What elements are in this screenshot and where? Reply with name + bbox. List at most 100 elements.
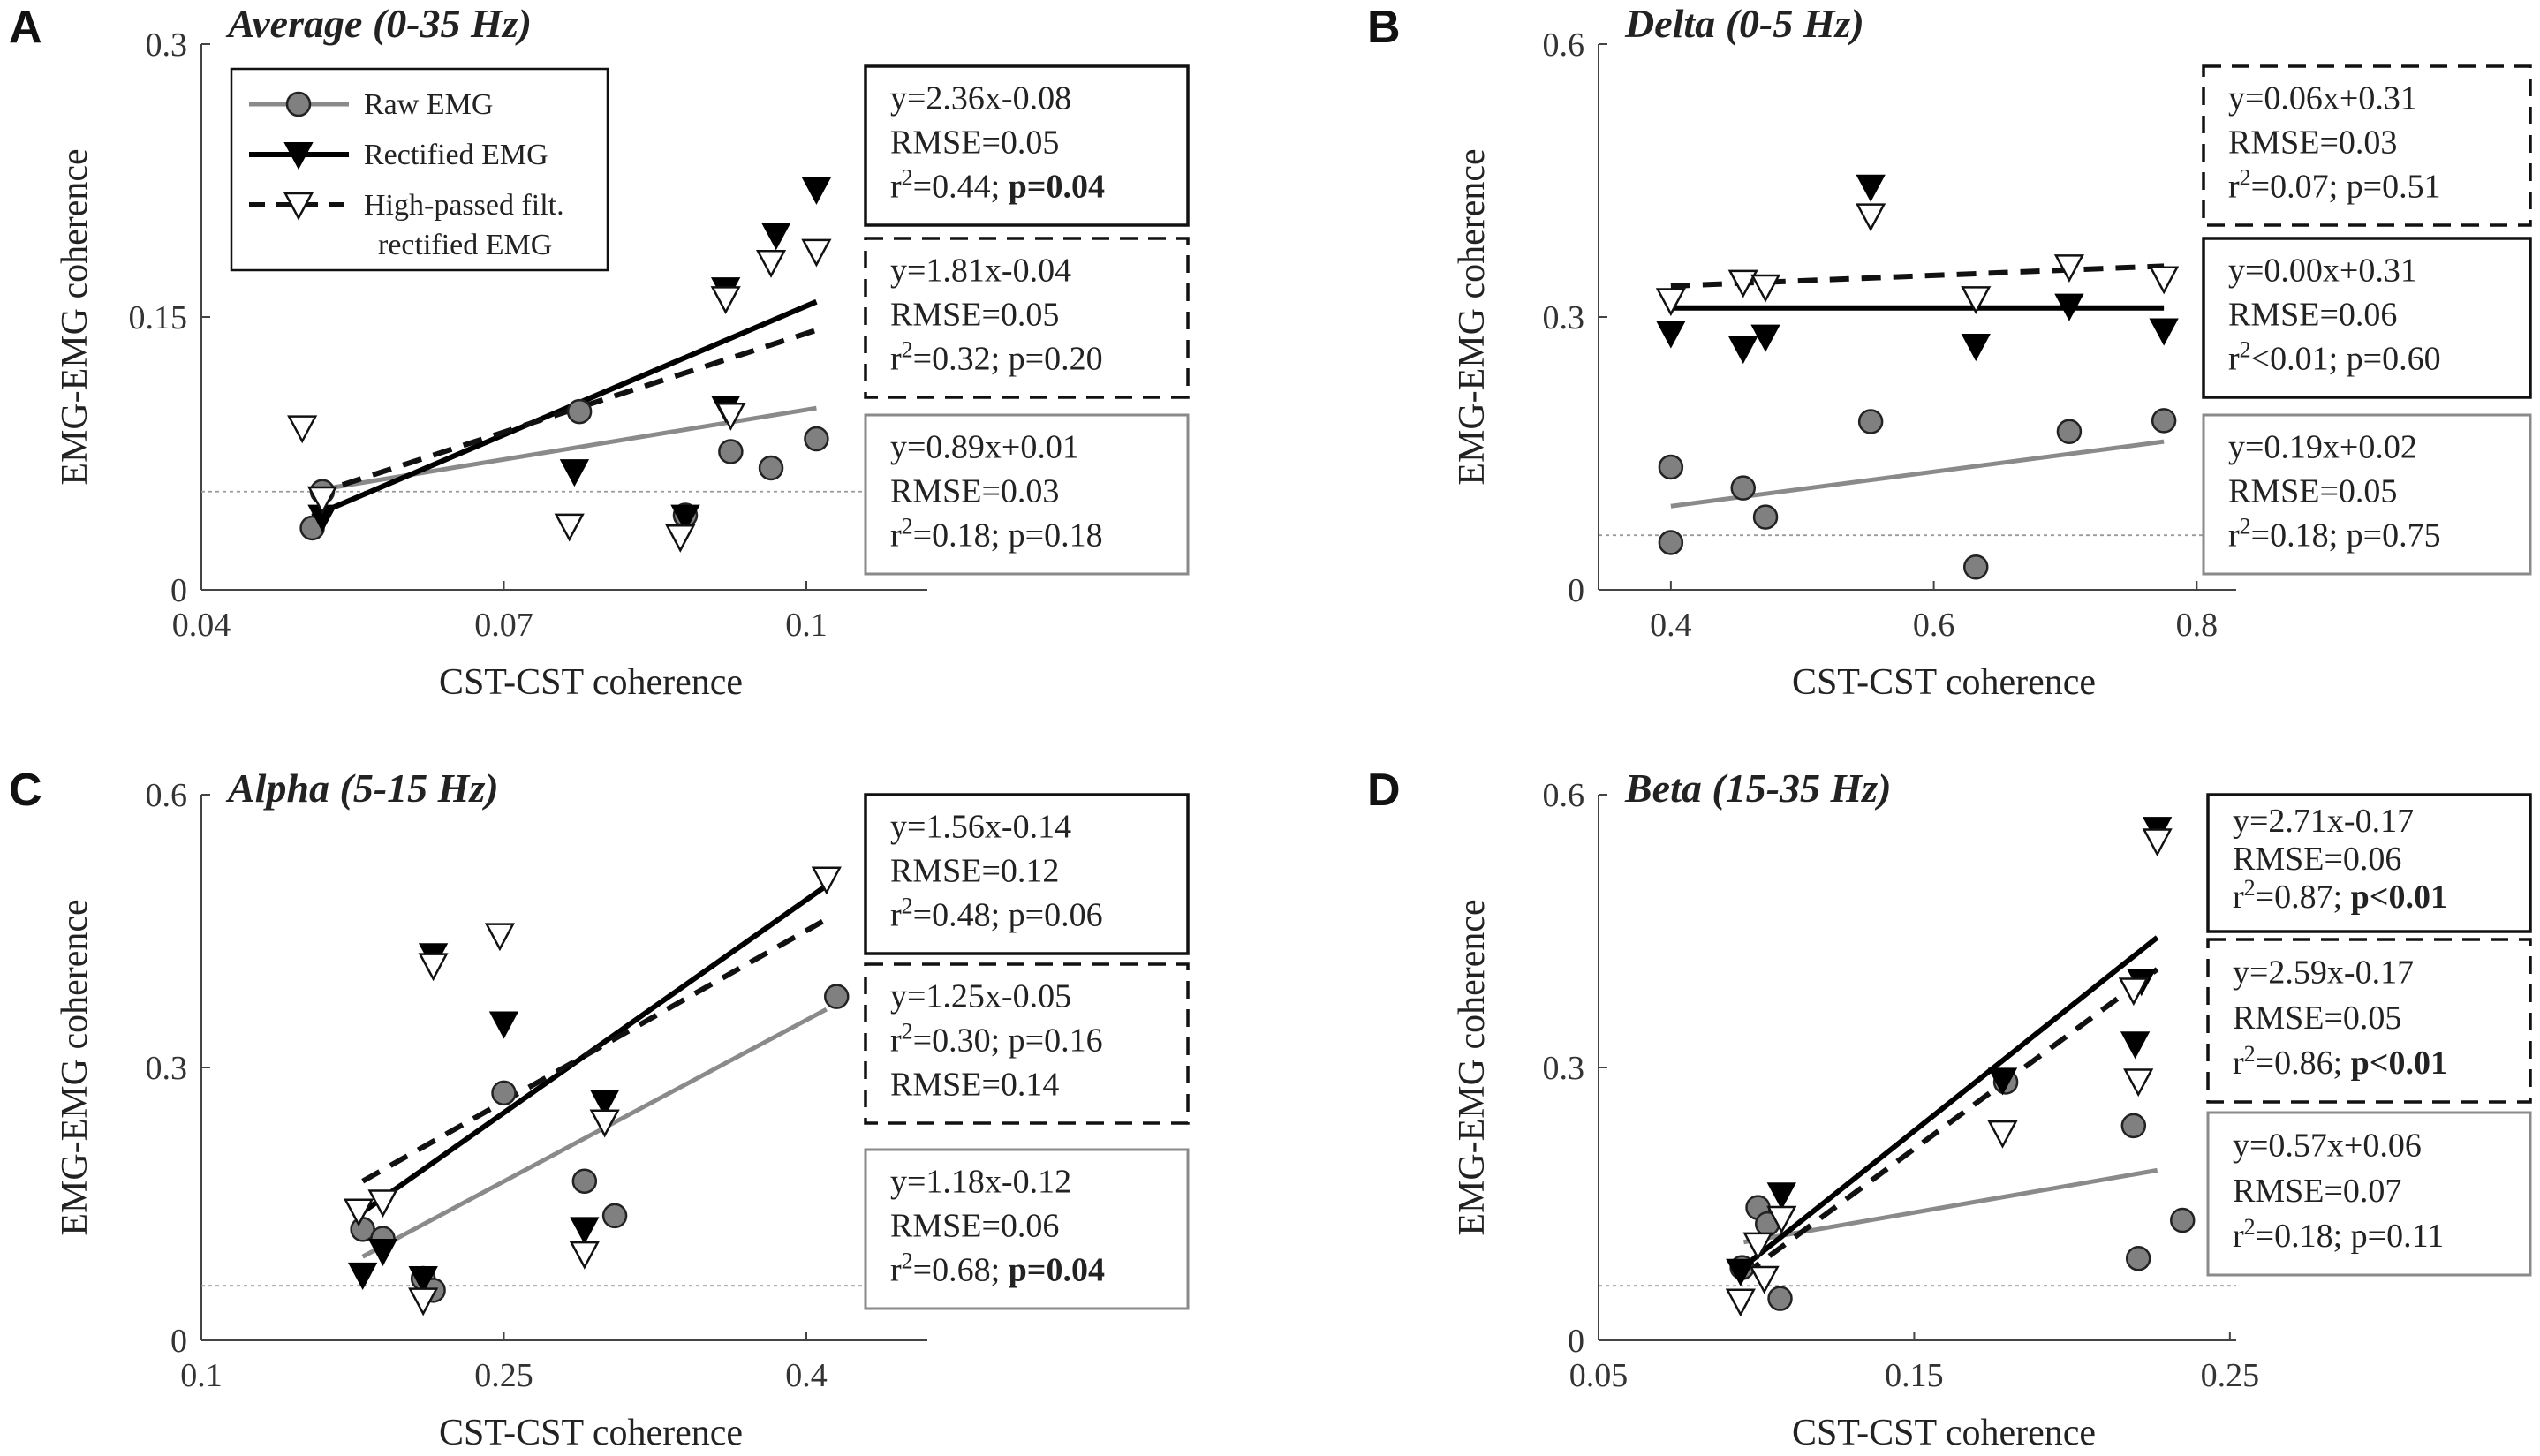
panel-title: Average (0-35 Hz)	[225, 1, 532, 46]
point-rect	[1987, 1067, 2018, 1096]
point-rect	[347, 1262, 378, 1290]
stats-box-frame	[864, 413, 1190, 576]
point-hp	[287, 415, 318, 444]
stats-box-frame	[2206, 938, 2532, 1104]
fit-line-hp	[1742, 967, 2159, 1278]
point-rect	[559, 459, 590, 487]
panel-title: Alpha (5-15 Hz)	[225, 766, 499, 811]
point-raw	[1658, 530, 1684, 555]
stats-box-raw: y=1.18x-0.12 RMSE=0.06 r2=0.68; p=0.04	[864, 1148, 1190, 1310]
legend-marker-raw	[285, 91, 312, 117]
point-hp	[1742, 1232, 1773, 1261]
y-tick-label: 0.3	[1543, 1050, 1585, 1087]
stats-r2: r2=0.86; p<0.01	[2233, 1041, 2447, 1082]
point-raw	[758, 455, 784, 481]
x-axis-label: CST-CST coherence	[1792, 662, 2096, 703]
fit-line-rect	[1742, 935, 2159, 1269]
point-rect	[761, 223, 791, 251]
x-tick-label: 0.15	[1885, 1357, 1944, 1394]
point-hp	[2118, 977, 2149, 1007]
panel-a: A Average (0-35 Hz) 0 0.15 0.3 0.04 0.07 0.1 CST…	[9, 1, 1190, 703]
point-rect	[1726, 1258, 1756, 1286]
stats-box-frame	[864, 237, 1190, 399]
stats-rmse: RMSE=0.05	[2233, 1000, 2401, 1037]
point-hp	[1727, 269, 1758, 298]
point-raw	[2151, 408, 2177, 434]
stats-rmse: RMSE=0.03	[890, 473, 1059, 510]
legend-marker-hp	[283, 192, 314, 221]
fit-line-rect	[311, 298, 818, 519]
point-raw	[2120, 1113, 2147, 1139]
point-hp	[554, 513, 585, 542]
y-tick-label: 0	[1568, 1323, 1584, 1360]
y-tick-label: 0	[170, 572, 187, 609]
legend-label-hp: High-passed filt.	[364, 189, 564, 222]
stats-rmse: RMSE=0.05	[890, 124, 1059, 162]
x-tick-label: 0.04	[172, 607, 231, 644]
stats-box-raw: y=0.89x+0.01 RMSE=0.03 r2=0.18; p=0.18	[864, 413, 1190, 576]
x-tick-label: 0.8	[2176, 607, 2219, 644]
point-hp	[589, 1109, 620, 1138]
x-axis-label: CST-CST coherence	[439, 662, 743, 703]
fit-line-hp	[311, 327, 818, 498]
y-tick-label: 0.6	[1543, 777, 1585, 814]
y-axis-label: EMG-EMG coherence	[55, 148, 95, 485]
stats-equation: y=0.19x+0.02	[2228, 429, 2417, 466]
point-raw	[491, 1080, 517, 1106]
point-raw	[2169, 1207, 2196, 1233]
stats-box-frame	[864, 962, 1190, 1125]
point-raw	[718, 439, 744, 464]
fit-line-raw	[1742, 1167, 2158, 1245]
point-raw	[1658, 454, 1684, 480]
point-hp	[665, 524, 696, 553]
point-hp	[418, 953, 449, 982]
y-tick-label: 0.6	[146, 777, 188, 814]
point-rect	[2120, 1031, 2151, 1060]
point-hp	[710, 286, 741, 315]
stats-box-raw: y=0.19x+0.02 RMSE=0.05 r2=0.18; p=0.75	[2202, 413, 2532, 576]
stats-r2: r2=0.18; p=0.75	[2228, 514, 2441, 554]
stats-r2: r2=0.07; p=0.51	[2228, 165, 2441, 206]
point-rect	[488, 1011, 519, 1039]
point-hp	[306, 486, 338, 515]
point-raw	[2125, 1246, 2151, 1271]
point-hp	[569, 1241, 600, 1270]
y-tick-label: 0.15	[129, 299, 188, 336]
stats-rmse: RMSE=0.07	[2233, 1173, 2401, 1210]
stats-box-frame	[864, 793, 1190, 955]
panel-d: D Beta (15-35 Hz) 0 0.3 0.6 0.05 0.15 0.25 CST-C…	[1367, 765, 2532, 1453]
y-tick-label: 0.3	[146, 1050, 188, 1087]
legend-label-raw: Raw EMG	[364, 88, 493, 121]
point-hp	[408, 1287, 439, 1316]
point-hp	[2123, 1068, 2154, 1098]
y-axis-label: EMG-EMG coherence	[55, 899, 95, 1235]
stats-r2: r2=0.18; p=0.11	[2233, 1214, 2444, 1255]
stats-box-frame	[2206, 793, 2532, 933]
stats-r2: r2=0.68; p=0.04	[890, 1249, 1105, 1289]
x-tick-label: 0.1	[180, 1357, 223, 1394]
point-raw	[1730, 475, 1757, 501]
stats-box-frame	[864, 1148, 1190, 1310]
stats-box-frame	[864, 64, 1190, 227]
point-rect	[408, 1265, 438, 1294]
stats-equation: y=0.89x+0.01	[890, 429, 1079, 466]
x-tick-label: 0.07	[474, 607, 533, 644]
panel-title: Delta (0-5 Hz)	[1624, 1, 1864, 46]
panel-label: C	[9, 765, 42, 816]
panel-b: B Delta (0-5 Hz) 0 0.3 0.6 0.4 0.6 0.8 CST-CST c…	[1367, 1, 2532, 703]
point-raw	[571, 1168, 598, 1194]
point-raw	[601, 1203, 628, 1229]
stats-box-hp: y=1.25x-0.05 r2=0.30; p=0.16 RMSE=0.14	[864, 962, 1190, 1125]
y-tick-label: 0.3	[146, 26, 188, 64]
x-tick-label: 0.1	[785, 607, 828, 644]
point-rect	[1766, 1182, 1796, 1211]
x-tick-label: 0.4	[1650, 607, 1692, 644]
point-rect	[367, 1239, 398, 1267]
point-raw	[2056, 419, 2083, 445]
x-tick-label: 0.4	[785, 1357, 828, 1394]
point-hp	[1725, 1288, 1756, 1317]
point-raw	[824, 984, 850, 1009]
